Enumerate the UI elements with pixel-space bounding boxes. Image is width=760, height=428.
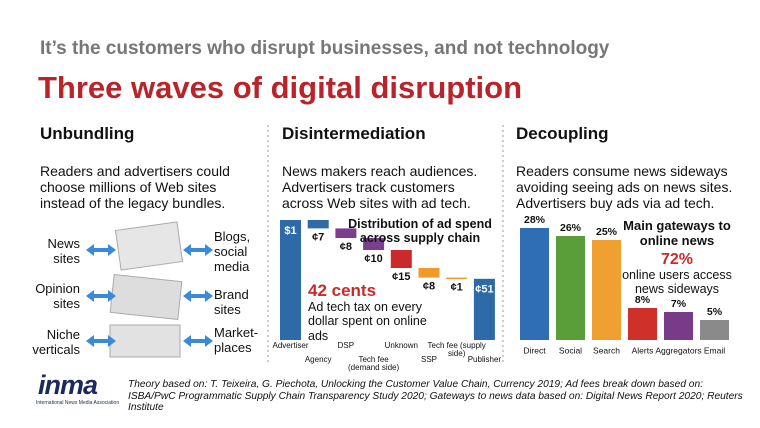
value-label: ¢8 — [340, 241, 352, 253]
bar — [307, 220, 329, 229]
x-tick-label: Alerts — [632, 345, 654, 355]
x-tick-label: Aggregators — [655, 345, 701, 355]
bar — [520, 228, 549, 340]
site-label: Niche verticals — [32, 327, 80, 357]
annotation-headline: 72% — [660, 251, 694, 268]
x-tick-label: Direct — [523, 345, 546, 355]
annotation-headline: 42 cents — [308, 281, 377, 300]
column-heading: Unbundling — [40, 124, 135, 143]
bar — [556, 236, 585, 340]
column-heading: Disintermediation — [282, 124, 426, 143]
bar — [335, 228, 357, 238]
value-label: 28% — [524, 214, 546, 226]
newspaper-images — [109, 221, 184, 358]
value-label: ¢51 — [475, 284, 493, 296]
column-text: Readers and advertisers could choose mil… — [40, 163, 230, 212]
bar — [473, 278, 495, 340]
value-label: 25% — [596, 226, 618, 238]
site-label: Market-places — [214, 325, 259, 355]
organization: International News Media Association — [36, 400, 120, 406]
value-label: ¢7 — [312, 231, 324, 243]
footnote: Theory based on: T. Teixeira, G. Piechot… — [128, 379, 743, 414]
subtitle: It’s the customers who disrupt businesse… — [40, 38, 610, 59]
value-label: ¢10 — [364, 253, 382, 265]
annotation-text: online users access news sideways — [622, 268, 732, 297]
chart-title: Main gateways to online news — [623, 218, 731, 248]
title: Three waves of digital disruption — [38, 70, 523, 105]
value-label: 8% — [635, 294, 651, 306]
x-tick-label: Publisher — [467, 355, 502, 364]
bar — [418, 268, 440, 278]
x-tick-label: Tech fee (demand side) — [348, 355, 400, 373]
x-tick-label: Agency — [304, 355, 332, 364]
value-label: 5% — [707, 306, 723, 318]
column-text: Readers consume news sideways avoiding s… — [516, 163, 733, 212]
bar — [363, 238, 385, 250]
bar — [390, 250, 412, 268]
logo: inma — [38, 370, 98, 400]
site-label: Blogs, social media — [214, 229, 251, 274]
annotation-text: Ad tech tax on every dollar spent on onl… — [308, 300, 427, 343]
bar — [280, 220, 301, 340]
site-label: News sites — [47, 236, 80, 266]
bar — [446, 277, 468, 280]
bar — [664, 312, 693, 340]
value-label: 7% — [671, 298, 687, 310]
bar — [628, 308, 657, 340]
bar — [592, 240, 621, 340]
x-tick-label: Unknown — [384, 341, 418, 350]
column-heading: Decoupling — [516, 124, 609, 143]
arrows — [86, 244, 213, 347]
x-tick-label: Email — [704, 345, 725, 355]
value-label: ¢15 — [392, 271, 410, 283]
site-label: Brand sites — [214, 287, 249, 317]
site-label: Opinion sites — [35, 281, 80, 311]
value-label: $1 — [284, 225, 296, 237]
chart-title: Distribution of ad spend across supply c… — [348, 217, 492, 246]
x-tick-label: Tech fee (supply side) — [427, 341, 486, 359]
value-label: 26% — [560, 222, 582, 234]
column-text: News makers reach audiences. Advertisers… — [282, 163, 478, 212]
value-label: ¢1 — [451, 282, 463, 294]
value-label: ¢8 — [423, 281, 435, 293]
x-tick-label: Social — [559, 345, 582, 355]
x-tick-label: DSP — [337, 341, 355, 350]
x-tick-label: Advertiser — [272, 341, 309, 350]
x-tick-label: SSP — [420, 355, 437, 364]
x-tick-label: Search — [593, 345, 620, 355]
bar — [700, 320, 729, 340]
